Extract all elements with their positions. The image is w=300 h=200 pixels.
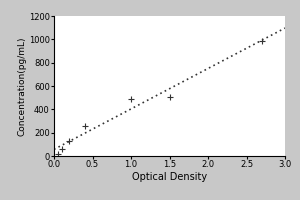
Point [56,152,60,155]
Y-axis label: Concentration(pg/mL): Concentration(pg/mL) [17,36,26,136]
Point [67,139,72,142]
Point [129,97,134,100]
Point [167,95,172,98]
Point [260,39,264,42]
Point [82,124,87,127]
X-axis label: Optical Density: Optical Density [132,172,207,182]
Point [59,147,64,151]
